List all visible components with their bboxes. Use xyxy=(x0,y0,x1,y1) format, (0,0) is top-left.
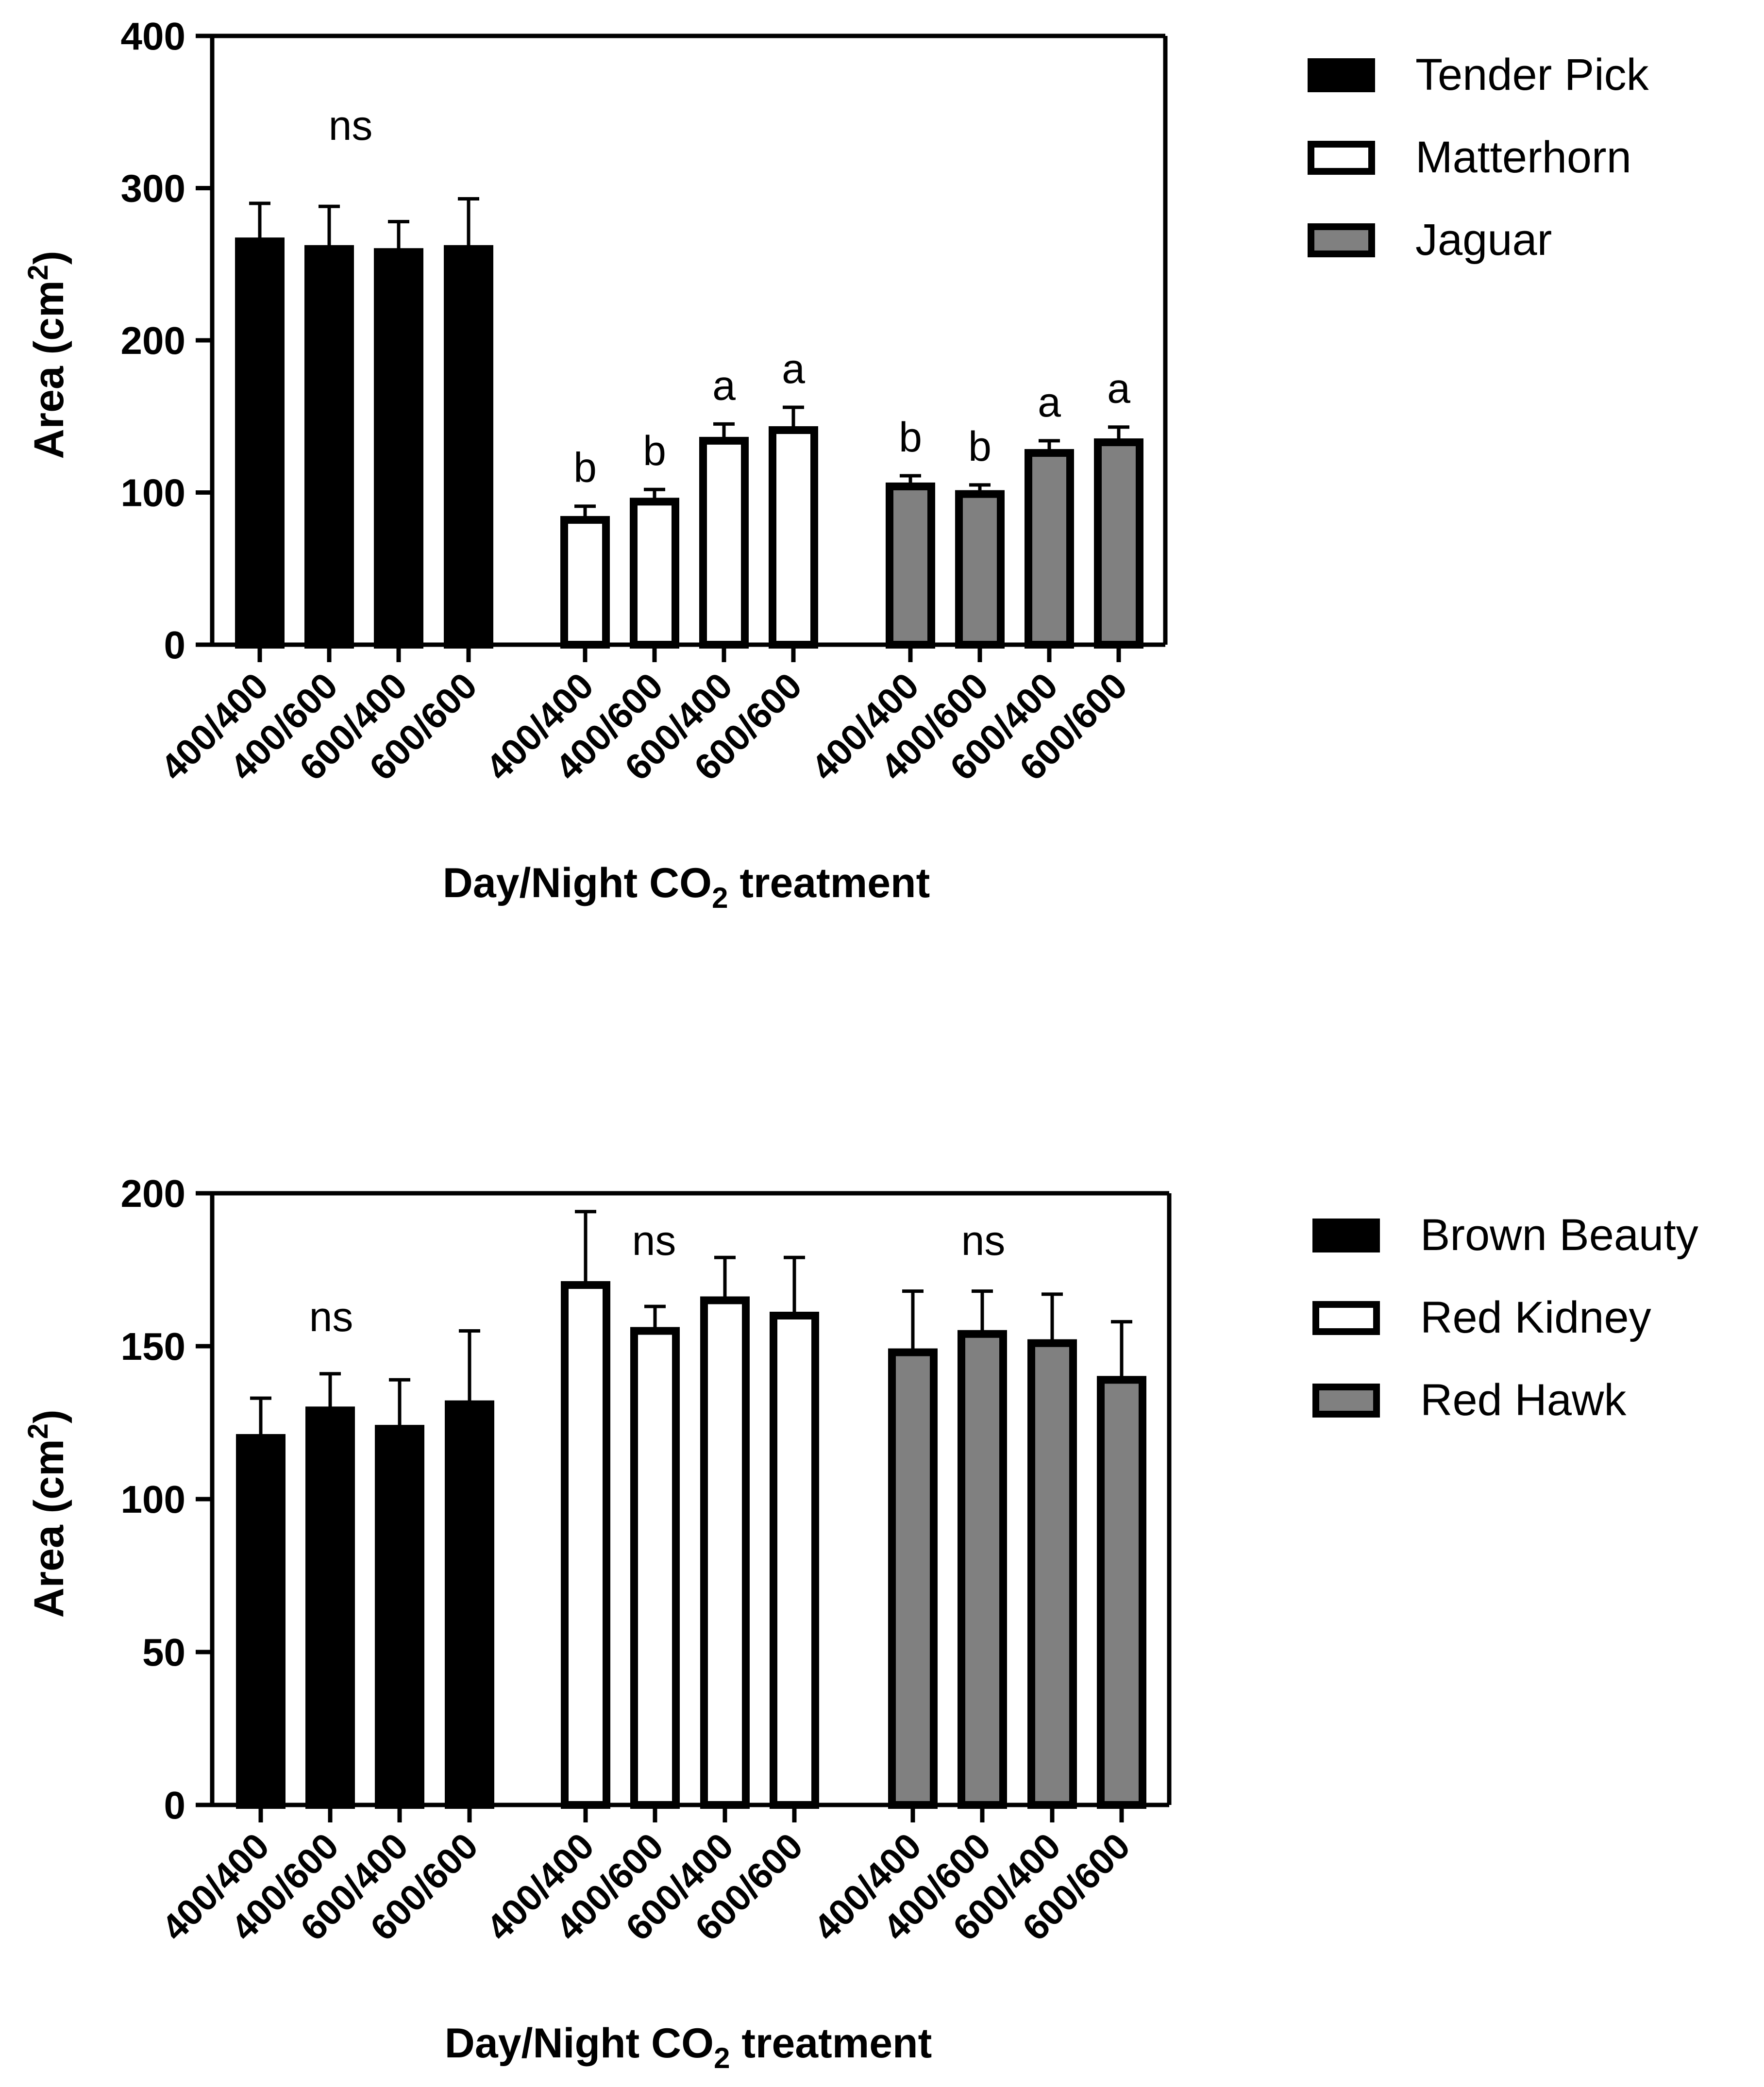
bar xyxy=(304,245,354,649)
x-axis-title-subscript: 2 xyxy=(712,882,728,914)
significance-letter: b xyxy=(899,414,922,461)
significance-letter: a xyxy=(1107,366,1130,412)
legend-label: Matterhorn xyxy=(1415,133,1631,182)
bar xyxy=(305,1406,355,1809)
legend-swatch xyxy=(1308,223,1375,257)
significance-label: ns xyxy=(309,1294,353,1340)
bar xyxy=(630,1327,680,1809)
y-tick-label: 200 xyxy=(121,1172,185,1215)
significance-letter: a xyxy=(1038,379,1061,426)
bar xyxy=(886,482,935,649)
y-axis-title-part: Area (cm xyxy=(26,280,72,459)
legend-label: Brown Beauty xyxy=(1420,1210,1698,1260)
y-tick-label: 0 xyxy=(164,623,186,667)
bar xyxy=(1094,438,1143,649)
significance-letter: b xyxy=(643,428,666,474)
y-axis-title-superscript: 2 xyxy=(22,1423,54,1439)
bar xyxy=(1027,1339,1077,1809)
bar xyxy=(375,1425,424,1809)
x-axis-title: Day/Night CO2 treatment xyxy=(443,860,930,914)
bar xyxy=(769,426,818,649)
bar xyxy=(561,1281,610,1809)
y-axis-title-superscript: 2 xyxy=(22,265,54,280)
y-axis-title: Area (cm2) xyxy=(22,251,72,459)
significance-letter: a xyxy=(712,362,736,409)
y-axis-title-part: ) xyxy=(26,251,72,265)
legend-swatch xyxy=(1308,58,1375,92)
significance-letter: a xyxy=(782,346,805,392)
bar xyxy=(1025,449,1074,649)
significance-letter: b xyxy=(573,445,597,491)
x-axis-title: Day/Night CO2 treatment xyxy=(445,2020,932,2074)
y-tick-label: 400 xyxy=(121,15,185,58)
significance-label: ns xyxy=(329,102,373,149)
y-tick-label: 300 xyxy=(121,167,185,210)
y-tick-label: 100 xyxy=(121,1478,185,1521)
bar xyxy=(560,516,610,649)
bar xyxy=(374,248,423,649)
x-axis-title-part: Day/Night CO xyxy=(443,860,712,906)
significance-label: ns xyxy=(632,1218,676,1264)
x-axis-title-part: treatment xyxy=(728,860,930,906)
legend-swatch xyxy=(1312,1384,1380,1418)
bar xyxy=(700,1296,750,1809)
y-tick-label: 150 xyxy=(121,1325,185,1368)
bar xyxy=(445,1400,494,1809)
significance-letter: b xyxy=(968,423,991,470)
bar xyxy=(770,1312,819,1809)
bar xyxy=(1097,1376,1146,1809)
legend-swatch xyxy=(1312,1219,1380,1252)
bar xyxy=(888,1348,938,1809)
chart-panel-top: nsb ba ab ba a0100200300400400/400400/600600… xyxy=(22,15,1649,914)
legend-swatch xyxy=(1308,141,1375,175)
y-axis-title-part: Area (cm xyxy=(26,1439,72,1618)
legend-label: Red Kidney xyxy=(1420,1293,1651,1342)
x-axis-title-part: treatment xyxy=(730,2020,932,2067)
y-axis-title-part: ) xyxy=(26,1410,72,1424)
bar xyxy=(235,237,285,649)
y-tick-label: 0 xyxy=(164,1784,186,1827)
legend-label: Red Hawk xyxy=(1420,1375,1627,1425)
bar xyxy=(630,498,679,649)
y-tick-label: 50 xyxy=(142,1631,185,1674)
significance-label: ns xyxy=(961,1218,1006,1264)
bar xyxy=(958,1330,1007,1809)
bar xyxy=(955,490,1005,649)
bar xyxy=(236,1434,286,1809)
legend-label: Tender Pick xyxy=(1415,50,1649,100)
y-tick-label: 100 xyxy=(121,471,185,515)
legend-label: Jaguar xyxy=(1415,215,1552,265)
y-tick-label: 200 xyxy=(121,319,185,362)
x-axis-title-subscript: 2 xyxy=(714,2042,730,2074)
legend-swatch xyxy=(1312,1301,1380,1335)
bar xyxy=(444,245,493,649)
y-axis-title: Area (cm2) xyxy=(22,1410,72,1618)
x-axis-title-part: Day/Night CO xyxy=(445,2020,714,2067)
bar xyxy=(699,436,749,649)
